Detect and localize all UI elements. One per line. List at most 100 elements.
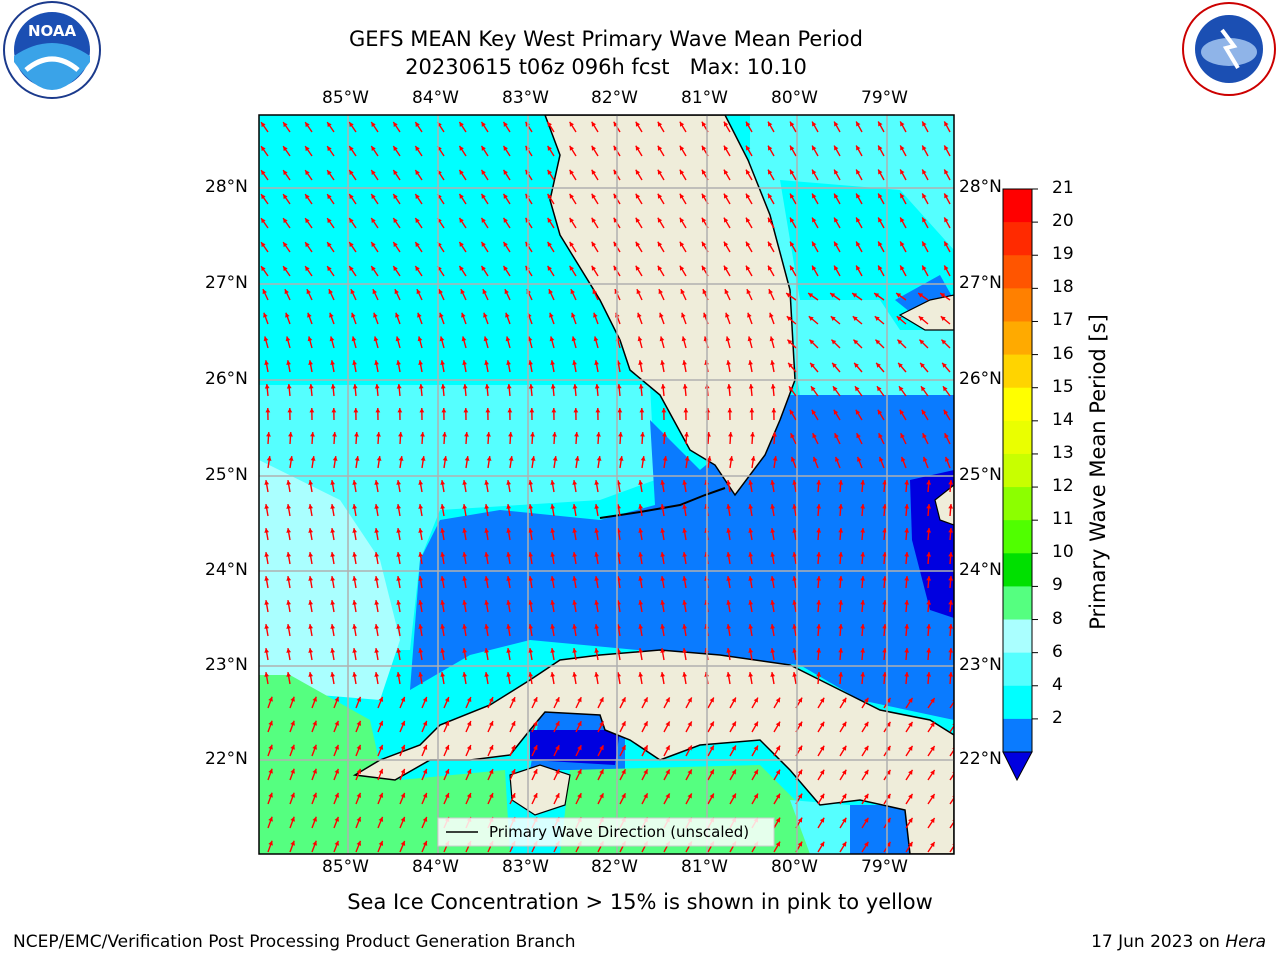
band-8-9s [259, 460, 400, 700]
wave-arrow-head [832, 362, 837, 368]
wave-arrow-head [787, 339, 793, 345]
wave-arrow-head [334, 720, 340, 726]
wave-arrow-head [334, 744, 340, 750]
wave-arrow-head [833, 409, 839, 415]
wave-arrow-head [569, 169, 575, 175]
lat-label-right: 23°N [959, 655, 1002, 675]
wave-arrow-head [396, 648, 402, 653]
wave-arrow-head [261, 218, 266, 224]
wave-arrow-head [904, 600, 910, 605]
wave-arrow-head [811, 409, 817, 415]
wave-arrow-head [639, 408, 645, 413]
wave-arrow-head [768, 121, 773, 127]
wave-arrow-head [679, 169, 685, 175]
wave-arrow-head [577, 793, 582, 799]
wave-arrow-head [577, 697, 582, 703]
wave-arrow-head [926, 504, 932, 509]
wave-arrow-head [283, 146, 288, 152]
wave-arrow-head [679, 217, 685, 223]
wave-arrow-head [877, 409, 883, 415]
wave-arrow-head [264, 384, 270, 389]
wave-arrow-head [841, 745, 847, 751]
colorbar [1003, 188, 1038, 753]
wave-arrow-head [679, 121, 685, 127]
wave-arrow-head [261, 194, 266, 200]
wave-arrow-head [330, 672, 336, 677]
wave-arrow-head [875, 339, 881, 345]
wave-arrow-head [555, 745, 560, 751]
wave-arrow-head [503, 193, 508, 199]
wave-arrow-head [701, 265, 707, 271]
wave-arrow-head [816, 528, 822, 533]
wave-arrow-head [533, 793, 538, 799]
wave-arrow-head [418, 648, 424, 653]
wave-arrow-head [266, 456, 272, 461]
wave-arrow-head [466, 745, 472, 751]
wave-arrow-head [438, 289, 443, 295]
wave-arrow-head [643, 769, 648, 775]
wave-arrow-head [621, 721, 626, 727]
wave-arrow-head [878, 193, 883, 199]
wave-arrow-head [484, 672, 490, 677]
wave-arrow-head [334, 696, 340, 702]
wave-arrow-head [286, 528, 292, 533]
wave-arrow-head [900, 265, 905, 271]
wave-arrow-head [745, 217, 751, 223]
colorbar-segment [1003, 685, 1032, 720]
wave-arrow-head [506, 360, 511, 365]
wave-arrow-head [745, 145, 751, 151]
wave-arrow-head [613, 241, 619, 247]
wave-arrow-head [481, 145, 486, 151]
lon-label-top: 83°W [502, 88, 549, 108]
wave-arrow-head [528, 360, 533, 365]
wave-arrow-head [665, 721, 670, 727]
wave-arrow-head [503, 121, 508, 127]
wave-arrow-head [328, 289, 333, 295]
wave-arrow-head [703, 312, 708, 318]
wave-arrow-head [486, 432, 491, 437]
footer-host: Hera [1225, 932, 1266, 952]
wave-arrow-head [863, 793, 869, 799]
wave-arrow-head [573, 408, 579, 413]
wave-direction-arrows [260, 121, 954, 853]
wave-arrow-head [418, 384, 424, 389]
colorbar-tick-label: 13 [1052, 442, 1074, 463]
wave-arrow-head [330, 576, 336, 581]
wave-arrow-head [528, 552, 534, 557]
wave-arrow-head [488, 721, 494, 727]
footer-branch: NCEP/EMC/Verification Post Processing Pr… [13, 932, 576, 952]
wave-arrow-head [768, 217, 773, 223]
wave-arrow-head [812, 217, 817, 223]
wave-arrow-head [571, 312, 576, 318]
wave-arrow-head [775, 721, 781, 727]
wave-arrow-head [484, 576, 490, 581]
wave-arrow-head [900, 145, 905, 151]
wave-arrow-head [853, 339, 859, 345]
lat-label-right: 24°N [959, 560, 1002, 580]
wave-arrow-head [290, 816, 295, 822]
wave-arrow-head [709, 745, 714, 751]
wave-arrow-head [349, 170, 354, 176]
wave-arrow-head [555, 697, 560, 703]
wave-arrow-head [683, 408, 689, 413]
wave-arrow-head [527, 336, 533, 342]
colorbar-segment [1003, 420, 1032, 455]
wave-arrow-head [860, 480, 866, 485]
wave-arrow-head [327, 122, 332, 128]
wave-arrow-head [775, 769, 781, 775]
wave-arrow-head [900, 217, 905, 223]
wave-arrow-head [723, 145, 729, 151]
wave-arrow-head [680, 289, 685, 295]
wave-arrow-head [396, 672, 402, 677]
wave-arrow-head [682, 624, 688, 629]
colorbar-tick-label: 10 [1052, 542, 1074, 563]
wave-arrow-head [550, 672, 556, 677]
wave-arrow-head [508, 456, 514, 461]
colorbar-segment [1003, 520, 1032, 554]
wave-arrow-head [944, 145, 949, 151]
wave-arrow-head [528, 576, 534, 581]
wave-arrow-head [904, 576, 910, 581]
wave-arrow-head [769, 312, 774, 318]
wave-arrow-head [266, 432, 271, 437]
wave-arrow-head [753, 721, 758, 727]
